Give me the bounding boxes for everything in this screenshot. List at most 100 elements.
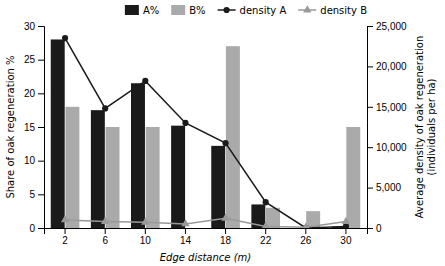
y2-tick-label: 0 <box>376 223 382 234</box>
x-axis-line <box>45 229 368 235</box>
bar <box>346 127 360 228</box>
legend-item: B% <box>171 5 205 16</box>
y-tick-label: 15 <box>24 122 36 133</box>
legend-item: density B <box>298 5 367 16</box>
bar <box>131 83 145 228</box>
y2-tick-label: 25,000 <box>376 21 407 32</box>
bar <box>65 107 79 228</box>
y2-tick: 5,000 <box>367 182 401 193</box>
marker <box>142 78 148 84</box>
x-tick-mark <box>145 228 146 234</box>
y-tick-label: 10 <box>24 155 36 166</box>
marker <box>62 35 68 41</box>
legend-swatch <box>171 5 185 15</box>
x-tick-label: 22 <box>260 235 272 246</box>
legend: A% B% density A density B <box>125 5 367 16</box>
bar <box>211 146 225 228</box>
marker <box>302 222 310 228</box>
x-tick-label: 2 <box>62 235 68 246</box>
x-tick: 26 <box>300 228 312 246</box>
y-tick: 25 <box>24 54 44 65</box>
y2-axis-line <box>368 27 374 229</box>
y-tick-label: 5 <box>29 189 35 200</box>
y-tick-mark <box>38 60 44 61</box>
x-tick-label: 26 <box>300 235 312 246</box>
x-tick: 10 <box>140 228 152 246</box>
marker <box>141 218 149 225</box>
legend-label: density A <box>240 5 287 16</box>
y-tick-mark <box>38 127 44 128</box>
marker <box>102 105 108 111</box>
x-tick-mark <box>65 228 66 234</box>
marker <box>222 140 228 146</box>
marker <box>221 213 229 220</box>
line-series <box>62 35 349 228</box>
y2-tick-label: 20,000 <box>376 61 407 72</box>
y2-tick-mark <box>367 107 373 108</box>
x-tick: 30 <box>340 228 352 246</box>
y-axis-title: Share of oak regeneration % <box>5 55 16 198</box>
y-tick-mark <box>38 161 44 162</box>
y-tick-label: 25 <box>24 54 36 65</box>
marks <box>51 35 360 228</box>
x-tick-label: 18 <box>220 235 232 246</box>
y2-tick-mark <box>367 188 373 189</box>
legend-label: B% <box>189 5 205 16</box>
x-axis: 26101418222630 <box>45 228 368 246</box>
y-tick-mark <box>38 93 44 94</box>
line <box>65 38 346 228</box>
y2-axis: 05,00010,00015,00020,00025,000 <box>367 21 407 234</box>
y2-tick-mark <box>367 147 373 148</box>
bar <box>51 39 65 228</box>
x-tick: 6 <box>102 228 108 246</box>
plot: 2610141822263005101520253005,00010,00015… <box>5 5 437 264</box>
legend-swatch <box>125 5 139 15</box>
line-series <box>61 213 350 228</box>
legend-marker <box>224 7 230 13</box>
y2-tick: 10,000 <box>367 142 407 153</box>
y2-tick: 0 <box>367 223 382 234</box>
y2-tick-mark <box>367 228 373 229</box>
legend-item: density A <box>218 5 287 16</box>
marker <box>181 219 189 226</box>
bar <box>146 127 160 228</box>
y-tick-label: 30 <box>24 21 36 32</box>
y-tick: 0 <box>29 223 44 234</box>
bar <box>171 126 185 228</box>
y-axis-line <box>38 27 45 229</box>
bar <box>91 110 105 228</box>
bar <box>186 228 200 229</box>
y2-tick: 20,000 <box>367 61 407 72</box>
x-tick-mark <box>105 228 106 234</box>
legend-item: A% <box>125 5 159 16</box>
x-tick-label: 10 <box>140 235 152 246</box>
marker <box>101 217 109 224</box>
x-tick: 22 <box>260 228 272 246</box>
bar <box>226 46 240 228</box>
y-tick-mark <box>38 26 44 27</box>
y2-axis-title: Average density of oak regeneration(indi… <box>414 36 437 219</box>
y-tick: 30 <box>24 21 44 32</box>
y-tick: 20 <box>24 88 44 99</box>
x-tick-mark <box>345 228 346 234</box>
y-tick: 10 <box>24 155 44 166</box>
marker <box>182 120 188 126</box>
y-tick-mark <box>38 194 44 195</box>
bar <box>106 127 120 228</box>
x-axis-title: Edge distance (m) <box>160 252 251 263</box>
legend-marker <box>303 5 311 12</box>
y-tick-label: 0 <box>29 223 35 234</box>
marker <box>343 223 349 228</box>
y2-tick-mark <box>367 26 373 27</box>
x-tick: 2 <box>62 228 68 246</box>
legend-label: A% <box>143 5 159 16</box>
x-tick-mark <box>225 228 226 234</box>
x-tick-mark <box>305 228 306 234</box>
x-tick-mark <box>185 228 186 234</box>
chart: 2610141822263005101520253005,00010,00015… <box>0 0 445 266</box>
x-tick-label: 6 <box>102 235 108 246</box>
y2-axis-title-line: Average density of oak regeneration <box>414 36 425 219</box>
y-tick: 15 <box>24 122 44 133</box>
y2-axis-title-line: (individuals per ha) <box>426 78 437 175</box>
x-tick: 18 <box>220 228 232 246</box>
